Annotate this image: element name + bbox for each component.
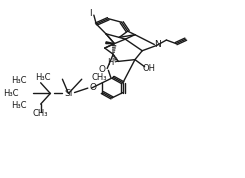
Text: H₃C: H₃C	[3, 89, 19, 98]
Text: H₃C: H₃C	[11, 101, 26, 110]
Text: O: O	[89, 83, 96, 92]
Polygon shape	[106, 42, 114, 44]
Text: H₃C: H₃C	[35, 73, 50, 82]
Text: Si: Si	[64, 89, 73, 98]
Text: CH₃: CH₃	[91, 73, 107, 82]
Text: OH: OH	[143, 64, 156, 73]
Text: CH₃: CH₃	[33, 109, 49, 118]
Text: H: H	[107, 58, 113, 67]
Text: N: N	[155, 40, 161, 49]
Text: I: I	[89, 9, 92, 18]
Text: H₃C: H₃C	[11, 77, 26, 85]
Text: O: O	[99, 66, 106, 74]
